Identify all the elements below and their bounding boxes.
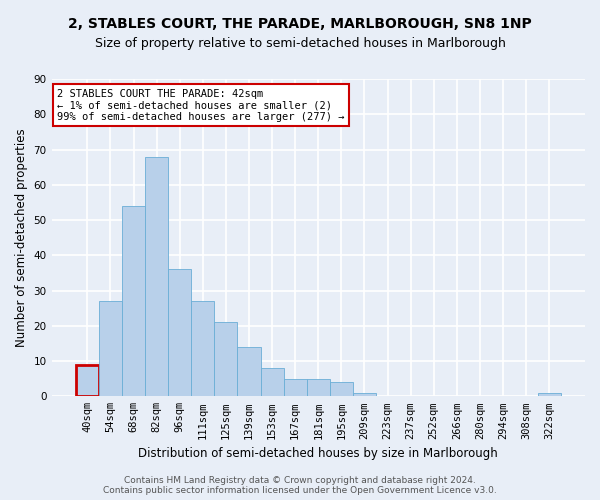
Bar (307, 378, 330, 396)
Text: Contains HM Land Registry data © Crown copyright and database right 2024.: Contains HM Land Registry data © Crown c… (124, 476, 476, 485)
Bar (122, 206, 145, 396)
Bar (76, 364, 99, 396)
Bar (168, 270, 191, 396)
Bar (538, 393, 561, 396)
Bar (191, 301, 214, 396)
Bar (145, 156, 168, 396)
Text: Contains public sector information licensed under the Open Government Licence v3: Contains public sector information licen… (103, 486, 497, 495)
Bar (260, 368, 284, 396)
Bar (284, 378, 307, 396)
Text: Size of property relative to semi-detached houses in Marlborough: Size of property relative to semi-detach… (95, 38, 505, 51)
Bar (214, 322, 238, 396)
Text: 2, STABLES COURT, THE PARADE, MARLBOROUGH, SN8 1NP: 2, STABLES COURT, THE PARADE, MARLBOROUG… (68, 18, 532, 32)
Text: 2 STABLES COURT THE PARADE: 42sqm
← 1% of semi-detached houses are smaller (2)
9: 2 STABLES COURT THE PARADE: 42sqm ← 1% o… (57, 88, 344, 122)
Bar (330, 382, 353, 396)
X-axis label: Distribution of semi-detached houses by size in Marlborough: Distribution of semi-detached houses by … (139, 447, 498, 460)
Bar (99, 301, 122, 396)
Y-axis label: Number of semi-detached properties: Number of semi-detached properties (15, 128, 28, 347)
Bar (353, 393, 376, 396)
Bar (238, 347, 260, 397)
